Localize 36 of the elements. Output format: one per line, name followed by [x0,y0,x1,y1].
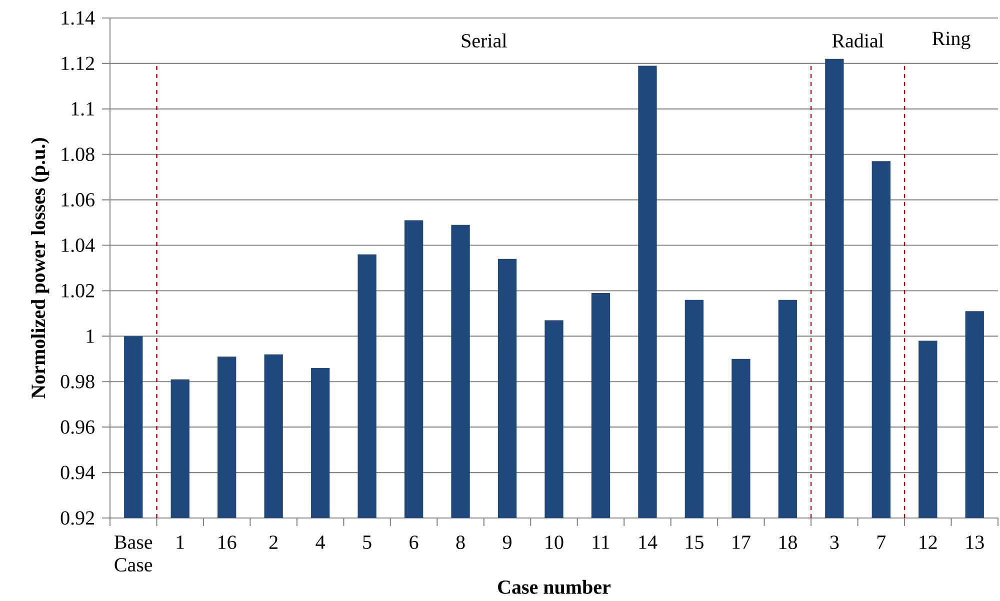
x-tick-label: 7 [877,536,886,549]
x-tick-label: 13 [966,536,984,550]
x-tick-label: 10 [546,536,564,550]
x-tick-label: 2 [269,536,278,549]
x-tick-label: 11 [592,536,610,549]
annotation: Serial [462,33,507,48]
y-tick-label: 1.12 [62,56,94,70]
y-tick-label: 1.14 [62,11,95,25]
y-tick-label: 1 [86,330,94,343]
x-tick-label: 15 [686,536,704,549]
x-tick-label: 4 [316,536,325,549]
x-tick-label: 1 [176,536,184,549]
x-tick-label: 18 [779,536,797,550]
x-tick-label: 5 [363,536,372,549]
x-tick-label: 17 [732,536,750,549]
y-tick-label: 1.02 [62,284,94,298]
y-tick-label: 1.06 [62,193,94,207]
x-tick-label: 6 [410,536,418,550]
annotation: Radial [832,33,884,48]
y-tick-label: 1.08 [62,148,94,162]
y-tick-label: 1.1 [72,102,94,116]
x-tick-label: 16 [218,536,236,550]
y-tick-label: 0.92 [60,511,94,525]
y-tick-label: 0.94 [60,466,95,480]
x-tick-label: 14 [639,536,658,549]
x-tick-label: 9 [502,536,512,550]
x-tick-label: Base Case [114,536,152,572]
x-tick-label: 3 [830,536,839,550]
y-tick-label: 0.96 [60,420,94,434]
annotation: Ring [932,32,970,50]
x-tick-label: 12 [920,536,937,549]
x-axis-title: Case number [498,580,610,594]
y-axis-title: Normolized power losses (p.u.) [31,138,50,398]
x-tick-label: 8 [456,536,465,550]
y-tick-label: 1.04 [62,238,95,252]
y-tick-label: 0.98 [60,374,94,388]
